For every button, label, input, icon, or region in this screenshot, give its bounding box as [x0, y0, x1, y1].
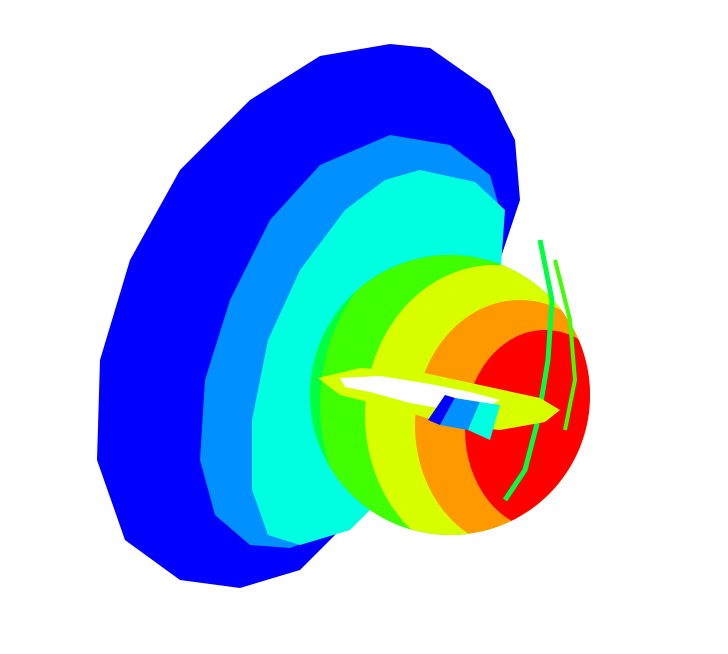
slot-inner-lightblue: [440, 398, 480, 430]
slot: [318, 368, 560, 440]
crack-line-vertical: [502, 239, 555, 502]
slot-inner-blue: [428, 395, 455, 425]
crack-line-right: [553, 259, 578, 431]
slot-inner-cyan: [468, 402, 500, 440]
disk: [97, 44, 520, 588]
